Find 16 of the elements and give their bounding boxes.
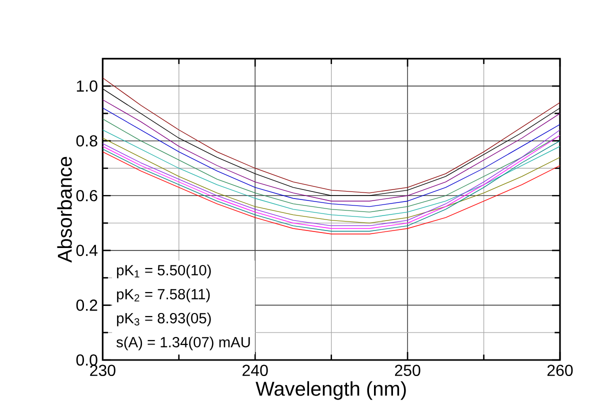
y-tick-label: 0.4 (76, 244, 98, 256)
x-tick-label: 230 (90, 364, 116, 376)
x-tick-label: 240 (242, 364, 268, 376)
annotation: pK$_{2}$ = 7.58(11) (117, 288, 210, 302)
y-tick-label: 0.2 (76, 300, 98, 311)
annotation: s(A) = 1.34(07) mAU (116, 336, 250, 350)
x-axis-title: Wavelength (nm) (256, 381, 406, 400)
y-tick-label: 0.6 (76, 190, 98, 202)
x-tick-label: 260 (547, 364, 573, 376)
annotation: pK$_{1}$ = 5.50(10) (117, 264, 211, 278)
y-tick-label: 1.0 (76, 80, 98, 92)
y-tick-label: 0.0 (76, 354, 98, 366)
x-tick-label: 250 (395, 364, 420, 376)
annotation: pK$_{3}$ = 8.93(05) (117, 312, 211, 326)
y-axis-title: Absorbance (57, 156, 72, 263)
y-tick-label: 0.8 (76, 135, 98, 147)
